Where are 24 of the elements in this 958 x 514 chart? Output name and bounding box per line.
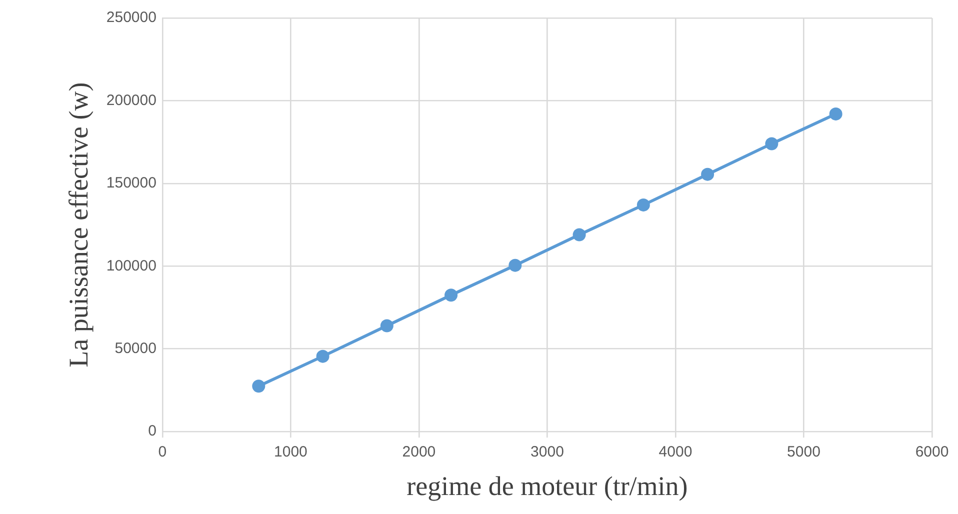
x-tick-label: 2000 — [402, 444, 436, 461]
y-tick-label: 200000 — [106, 92, 156, 109]
y-tick-label: 50000 — [114, 340, 156, 358]
y-axis-title: La puissance effective (w) — [63, 82, 94, 368]
y-tick-label: 150000 — [106, 174, 156, 192]
point — [316, 350, 330, 363]
x-tick-label: 1000 — [274, 444, 308, 461]
point — [636, 198, 650, 212]
y-tick-label: 100000 — [106, 257, 156, 274]
x-axis-title: regime de moteur (tr/min) — [406, 470, 688, 501]
x-tick-label: 3000 — [530, 444, 564, 461]
y-tick-label: 0 — [148, 422, 156, 440]
point — [252, 380, 266, 393]
point — [508, 258, 522, 272]
point — [701, 168, 714, 181]
point — [829, 107, 842, 120]
point — [380, 319, 394, 332]
point — [765, 137, 778, 150]
y-tick-label: 250000 — [106, 9, 156, 26]
point — [444, 288, 458, 302]
point — [572, 228, 586, 242]
x-tick-label: 5000 — [787, 444, 820, 461]
x-tick-label: 6000 — [915, 444, 949, 461]
x-tick-label: 4000 — [658, 444, 692, 461]
